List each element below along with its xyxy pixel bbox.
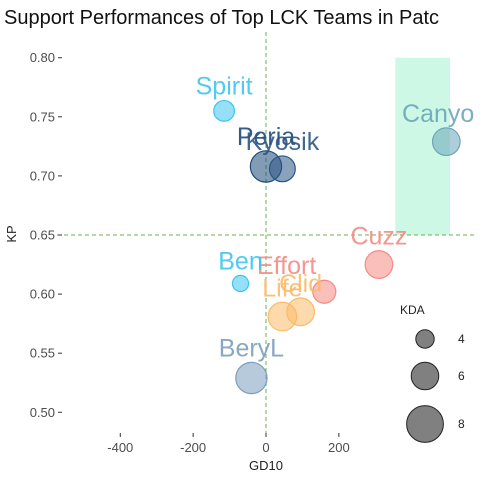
data-point-life	[267, 301, 298, 332]
data-point-beryl	[235, 361, 268, 395]
y-tick-label: 0.80	[30, 50, 55, 65]
legend-entry-label: 6	[458, 369, 465, 383]
legend-size-circle	[415, 329, 435, 349]
data-point-spirit	[213, 99, 236, 122]
y-axis-title: KP	[4, 225, 19, 242]
y-tick-label: 0.60	[30, 287, 55, 302]
data-label-beryl: BeryL	[219, 334, 284, 362]
data-label-cuzz: Cuzz	[350, 223, 407, 251]
data-point-canyo	[431, 127, 461, 157]
legend-title: KDA	[400, 303, 425, 317]
x-axis: -400 -200 0 200	[107, 433, 350, 455]
data-point-cuzz	[364, 250, 394, 279]
data-label-canyo: Canyo	[402, 100, 474, 128]
x-tick-label: 0	[262, 440, 269, 455]
data-label-peria: Peria	[237, 123, 295, 151]
data-label-effort: Effort	[257, 252, 316, 280]
size-legend: KDA 4 6 8	[400, 303, 465, 443]
data-point-effort	[312, 279, 337, 304]
data-point-kyosik	[268, 155, 296, 183]
data-label-life: Life	[262, 274, 302, 302]
x-tick-label: -200	[180, 440, 206, 455]
y-tick-label: 0.70	[30, 168, 55, 183]
data-label-kyosik: Kyosik	[246, 128, 320, 156]
data-point-ben	[231, 274, 250, 293]
x-tick-label: -400	[107, 440, 133, 455]
legend-entry-label: 4	[458, 332, 465, 346]
data-label-spirit: Spirit	[196, 73, 253, 101]
y-axis: 0.50 0.55 0.60 0.65 0.70 0.75 0.80	[30, 50, 62, 420]
y-tick-label: 0.75	[30, 109, 55, 124]
legend-size-circle	[406, 405, 444, 443]
x-axis-title: GD10	[249, 458, 283, 473]
legend-size-circle	[410, 361, 440, 391]
data-label-clid: Clid	[279, 270, 322, 298]
x-tick-label: 200	[328, 440, 350, 455]
legend-entry-label: 8	[458, 417, 465, 431]
chart-title: Support Performances of Top LCK Teams in…	[4, 7, 439, 29]
y-tick-label: 0.55	[30, 346, 55, 361]
data-label-ben: Ben	[218, 247, 262, 275]
y-tick-label: 0.50	[30, 405, 55, 420]
y-tick-label: 0.65	[30, 228, 55, 243]
